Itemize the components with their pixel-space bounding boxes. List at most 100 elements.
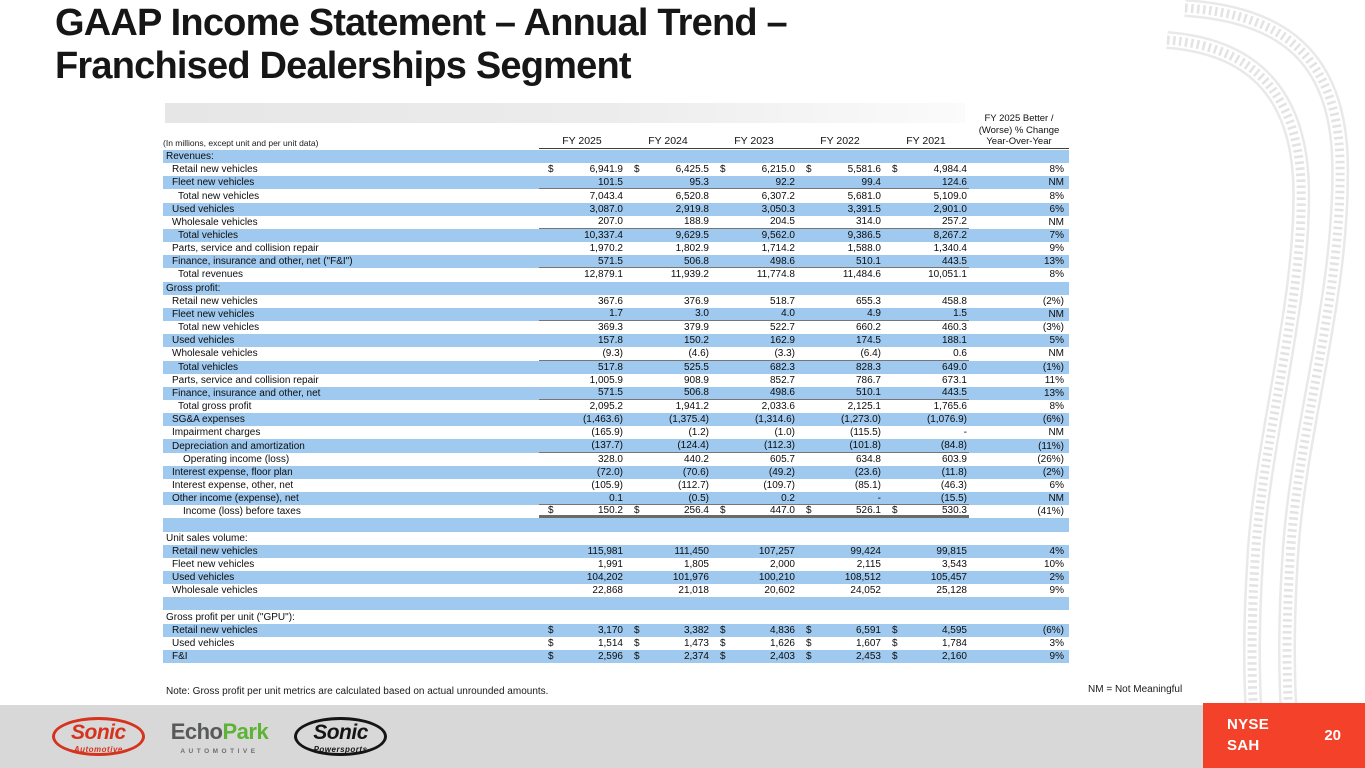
echopark-logo: EchoPark AUTOMOTIVE	[171, 719, 269, 755]
echopark-word1: Echo	[170, 718, 223, 744]
row-label: Total revenues	[178, 269, 244, 281]
table-row: Used vehicles 3,087.0 2,919.8 3,050.3 3,391.…	[163, 202, 1069, 216]
row-values: 104,202 101,976 100,210 108,512 105,457	[539, 571, 969, 584]
value-cell: 2,000	[769, 558, 795, 570]
value-cell: $6,941.9	[548, 164, 623, 176]
value-cell: 2,901.0	[933, 203, 967, 215]
value-cell: 506.8	[683, 387, 709, 399]
value-cell: 3,391.5	[847, 203, 881, 215]
value-cell: 12,879.1	[584, 269, 623, 281]
value-cell: $1,514	[548, 637, 623, 649]
value-cell	[797, 598, 883, 609]
value-cell: (101.8)	[849, 440, 881, 452]
row-values: 328.0 440.2 605.7 634.8 603.9	[539, 453, 969, 466]
value-cell: 506.8	[683, 255, 709, 267]
column-header-fy2023: FY 2023	[711, 135, 797, 149]
value-cell: 0.1	[609, 492, 623, 504]
value-cell: 571.5	[597, 387, 623, 399]
table-row: Finance, insurance and other, net 571.5 50…	[163, 386, 1069, 400]
row-change-value: 10%	[1043, 558, 1064, 570]
value-cell: 786.7	[855, 374, 881, 386]
row-values: 0.1 (0.5) 0.2 - (15.5)	[539, 492, 969, 506]
row-values: 157.8 150.2 162.9 174.5 188.1	[539, 334, 969, 347]
value-cell: 1,802.9	[675, 243, 709, 255]
value-cell: 1,005.9	[589, 374, 623, 386]
value-cell	[539, 598, 625, 609]
table-row: Operating income (loss) 328.0 440.2 605.7 63…	[163, 453, 1069, 466]
row-values: (137.7) (124.4) (112.3) (101.8) (84.8)	[539, 439, 969, 453]
value-cell: 3,050.3	[761, 203, 795, 215]
value-cell: 908.9	[683, 374, 709, 386]
row-change-value: (2%)	[1042, 466, 1064, 478]
value-cell: 673.1	[941, 374, 967, 386]
value-cell: 9,386.5	[847, 230, 881, 242]
table-row: Total new vehicles 369.3 379.9 522.7 660.2 46…	[163, 321, 1069, 334]
table-row	[163, 518, 1069, 532]
value-cell: 3,543	[941, 558, 967, 570]
value-cell: 11,484.6	[842, 269, 881, 281]
table-row: Income (loss) before taxes $150.2 $256.4 $4…	[163, 505, 1069, 519]
value-cell: (3.3)	[774, 347, 795, 359]
row-change-value: 2%	[1049, 572, 1064, 584]
value-cell: (112.3)	[764, 440, 795, 452]
value-cell: 2,125.1	[847, 401, 881, 413]
value-cell: 188.9	[683, 216, 709, 228]
row-label: Impairment charges	[172, 427, 261, 439]
row-label: Fleet new vehicles	[172, 177, 255, 189]
value-cell: (1,375.4)	[668, 414, 709, 426]
value-cell	[625, 533, 711, 544]
value-cell: 22,868	[592, 585, 623, 597]
value-cell	[625, 151, 711, 162]
value-cell	[797, 151, 883, 162]
row-values: 1,970.2 1,802.9 1,714.2 1,588.0 1,340.4	[539, 242, 969, 255]
ticker-exchange: NYSE	[1227, 716, 1270, 734]
value-cell: 1,970.2	[589, 243, 623, 255]
value-cell: 4.0	[781, 308, 795, 320]
row-label: Operating income (loss)	[183, 453, 290, 465]
value-cell	[711, 519, 797, 530]
value-cell	[797, 519, 883, 530]
value-cell: 660.2	[855, 322, 881, 334]
value-cell: 522.7	[769, 322, 795, 334]
table-row: Impairment charges (165.9) (1.2) (1.0) (115.…	[163, 426, 1069, 439]
header-shade-band	[165, 103, 965, 123]
row-label: Interest expense, other, net	[172, 479, 294, 491]
value-cell: (0.5)	[688, 492, 709, 504]
value-cell: 111,450	[674, 545, 709, 557]
value-cell: 852.7	[769, 374, 795, 386]
row-values: $2,596 $2,374 $2,403 $2,453 $2,160	[539, 650, 969, 663]
row-change-value: 9%	[1049, 651, 1064, 663]
value-cell: 0.2	[781, 492, 795, 504]
value-cell: 150.2	[683, 335, 709, 347]
value-cell: $3,170	[548, 624, 623, 636]
row-label: Retail new vehicles	[172, 545, 258, 557]
table-row: Retail new vehicles $6,941.9 $6,425.5 $6,21…	[163, 163, 1069, 176]
value-cell: (105.9)	[591, 479, 623, 491]
value-cell: 2,919.8	[675, 203, 709, 215]
row-label: Other income (expense), net	[172, 493, 299, 505]
value-cell: (23.6)	[854, 466, 881, 478]
value-cell: 440.2	[683, 453, 709, 465]
value-cell	[625, 519, 711, 530]
table-body: Revenues: Retail new vehicles $6,941.9 $6,4…	[163, 150, 1069, 664]
row-label: Retail new vehicles	[172, 295, 258, 307]
page-title: GAAP Income Statement – Annual Trend – F…	[55, 2, 1035, 87]
value-cell	[539, 283, 625, 294]
value-cell: 603.9	[941, 453, 967, 465]
table-row: Gross profit:	[163, 281, 1069, 295]
table-row: Wholesale vehicles 22,868 21,018 20,602 24,0…	[163, 584, 1069, 597]
value-cell: (112.7)	[678, 479, 709, 491]
value-cell: $6,215.0	[720, 164, 795, 176]
row-change-value: 4%	[1049, 545, 1064, 557]
table-row: Used vehicles 104,202 101,976 100,210 108,51…	[163, 571, 1069, 585]
row-values: 1,005.9 908.9 852.7 786.7 673.1	[539, 374, 969, 387]
value-cell: 510.1	[855, 255, 881, 267]
value-cell: 379.9	[683, 322, 709, 334]
column-header-fy2022: FY 2022	[797, 135, 883, 149]
row-values: 369.3 379.9 522.7 660.2 460.3	[539, 321, 969, 334]
units-note: (In millions, except unit and per unit d…	[163, 138, 319, 148]
row-change-value: NM	[1048, 427, 1064, 439]
value-cell: 9,562.0	[761, 230, 795, 242]
row-change-value: 8%	[1049, 164, 1064, 176]
